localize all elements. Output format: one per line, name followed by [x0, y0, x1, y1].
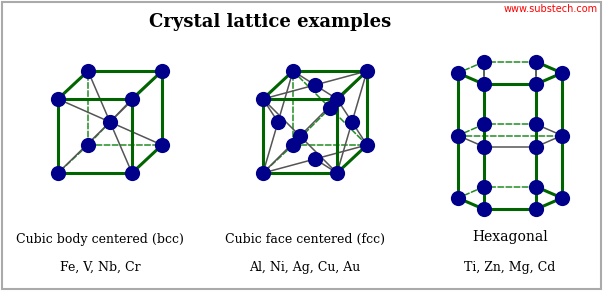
- Point: [531, 59, 541, 64]
- Point: [479, 59, 489, 64]
- Point: [557, 133, 567, 138]
- Point: [479, 207, 489, 212]
- Text: www.substech.com: www.substech.com: [504, 4, 598, 14]
- Point: [258, 171, 268, 175]
- Point: [531, 122, 541, 127]
- Point: [295, 134, 305, 138]
- Point: [127, 171, 137, 175]
- Point: [453, 196, 463, 200]
- Point: [310, 83, 320, 87]
- Text: Cubic body centered (bcc): Cubic body centered (bcc): [16, 233, 184, 246]
- Point: [453, 71, 463, 75]
- Point: [362, 69, 372, 73]
- Point: [325, 106, 335, 110]
- Point: [310, 157, 320, 161]
- Point: [531, 144, 541, 149]
- Text: Crystal lattice examples: Crystal lattice examples: [149, 13, 391, 31]
- Point: [273, 120, 283, 124]
- Point: [332, 97, 342, 101]
- Point: [83, 143, 93, 147]
- Text: Cubic face centered (fcc): Cubic face centered (fcc): [225, 233, 385, 246]
- Point: [105, 120, 115, 124]
- Point: [288, 143, 298, 147]
- Point: [531, 207, 541, 212]
- Point: [332, 171, 342, 175]
- Point: [479, 184, 489, 189]
- Point: [157, 69, 167, 73]
- Point: [157, 143, 167, 147]
- Point: [557, 196, 567, 200]
- Point: [347, 120, 357, 124]
- Point: [53, 171, 63, 175]
- Point: [258, 97, 268, 101]
- Point: [127, 97, 137, 101]
- Point: [557, 71, 567, 75]
- Point: [531, 82, 541, 87]
- Text: Hexagonal: Hexagonal: [472, 230, 548, 244]
- Point: [83, 69, 93, 73]
- Point: [453, 133, 463, 138]
- Point: [479, 122, 489, 127]
- Point: [362, 143, 372, 147]
- Text: Ti, Zn, Mg, Cd: Ti, Zn, Mg, Cd: [464, 261, 556, 274]
- Point: [53, 97, 63, 101]
- Point: [288, 69, 298, 73]
- Point: [531, 184, 541, 189]
- Text: Al, Ni, Ag, Cu, Au: Al, Ni, Ag, Cu, Au: [250, 261, 361, 274]
- Point: [479, 82, 489, 87]
- Text: Fe, V, Nb, Cr: Fe, V, Nb, Cr: [60, 261, 140, 274]
- Point: [479, 144, 489, 149]
